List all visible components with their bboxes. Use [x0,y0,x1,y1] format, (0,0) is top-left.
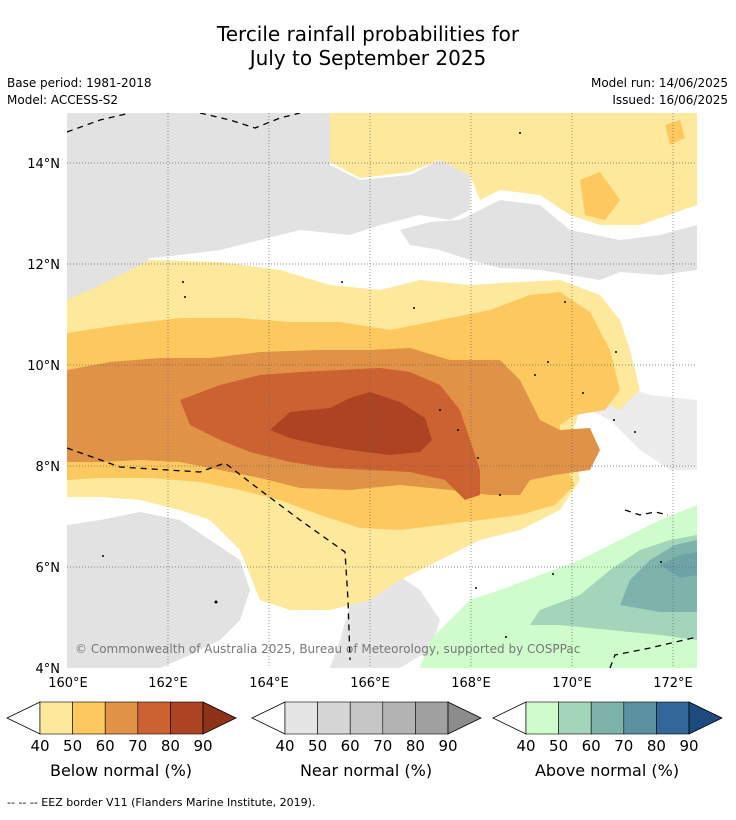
near-colorbar-tick: 40 [275,737,294,755]
colorbars: 40 50 60 70 80 90 40 50 60 70 80 90 40 50 60 70 80 90 [6,701,723,755]
above-colorbar-tick: 50 [549,737,568,755]
lat-labels: 14°N 12°N 10°N 8°N 6°N 4°N [27,157,60,677]
below-colorbar-segment [104,701,139,735]
grid-lines [67,113,697,668]
lon-label: 160°E [48,676,88,691]
above-colorbar-segment [558,701,592,735]
lat-label: 10°N [27,359,60,374]
below-50-patch-ne [665,120,685,145]
above-colorbar-segment [590,701,625,735]
near-normal-region-east [400,200,697,280]
islands [102,132,662,638]
model-run: Model run: 14/06/2025 [590,76,728,90]
model-name: Model: ACCESS-S2 [7,93,119,107]
lat-label: 6°N [36,561,61,576]
near-colorbar-tick: 50 [308,737,327,755]
map-plot-area: © Commonwealth of Australia 2025, Bureau… [67,113,697,668]
below-normal-label: Below normal (%) [49,761,193,780]
below-colorbar-max-arrow [202,701,237,735]
above-colorbar-tick: 70 [614,737,633,755]
lon-label: 170°E [552,676,592,691]
near-colorbar-tick: 80 [406,737,425,755]
below-colorbar-tick: 60 [96,737,115,755]
lon-label: 164°E [249,676,289,691]
near-colorbar-tick: 90 [438,737,457,755]
above-colorbar-tick: 60 [582,737,601,755]
below-80-core [270,392,432,455]
lon-label: 168°E [451,676,491,691]
eez-borders [67,113,697,668]
lat-label: 14°N [27,157,60,172]
below-colorbar-segment [137,701,171,735]
below-colorbar-min-arrow [6,701,41,735]
page-title-line2: July to September 2025 [249,46,487,70]
below-colorbar-segment [72,701,106,735]
copyright-text: © Commonwealth of Australia 2025, Bureau… [75,642,580,656]
above-colorbar-segment [623,701,657,735]
above-colorbar-tick: 80 [647,737,666,755]
near-normal-label: Near normal (%) [299,761,433,780]
below-colorbar-tick: 70 [128,737,147,755]
above-colorbar-segment [656,701,690,735]
above-colorbar-tick: 40 [516,737,535,755]
below-colorbar-tick: 80 [161,737,180,755]
above-colorbar-segment [525,701,559,735]
above-colorbar-min-arrow [492,701,527,735]
near-colorbar-segment [382,701,416,735]
lat-label: 8°N [36,460,61,475]
below-colorbar-tick: 90 [193,737,212,755]
near-colorbar-max-arrow [447,701,482,735]
below-50-patch-east [580,172,620,220]
above-colorbar-max-arrow [688,701,723,735]
near-colorbar-segment [349,701,384,735]
below-colorbar-segment [170,701,204,735]
page-title-line1: Tercile rainfall probabilities for [216,22,520,46]
near-colorbar-min-arrow [251,701,286,735]
near-colorbar-segment [284,701,318,735]
issued-date: Issued: 16/06/2025 [612,93,728,107]
above-70-region [660,552,697,578]
lon-label: 166°E [350,676,390,691]
near-colorbar-segment [415,701,449,735]
base-period: Base period: 1981-2018 [7,76,152,90]
near-normal-region-southwest [67,512,250,668]
below-colorbar-segment [39,701,73,735]
near-colorbar-segment [317,701,351,735]
below-colorbar-tick: 50 [63,737,82,755]
lat-label: 4°N [36,662,61,677]
near-colorbar-tick: 70 [373,737,392,755]
below-colorbar-tick: 40 [30,737,49,755]
near-colorbar-tick: 60 [341,737,360,755]
eez-legend-text: -- -- -- EEZ border V11 (Flanders Marine… [7,796,316,809]
lat-label: 12°N [27,258,60,273]
lon-labels: 160°E 162°E 164°E 166°E 168°E 170°E 172°… [48,676,693,691]
near-normal-region-north [67,113,470,300]
above-normal-label: Above normal (%) [534,761,680,780]
lon-label: 172°E [653,676,693,691]
lon-label: 162°E [148,676,188,691]
above-colorbar-tick: 90 [679,737,698,755]
